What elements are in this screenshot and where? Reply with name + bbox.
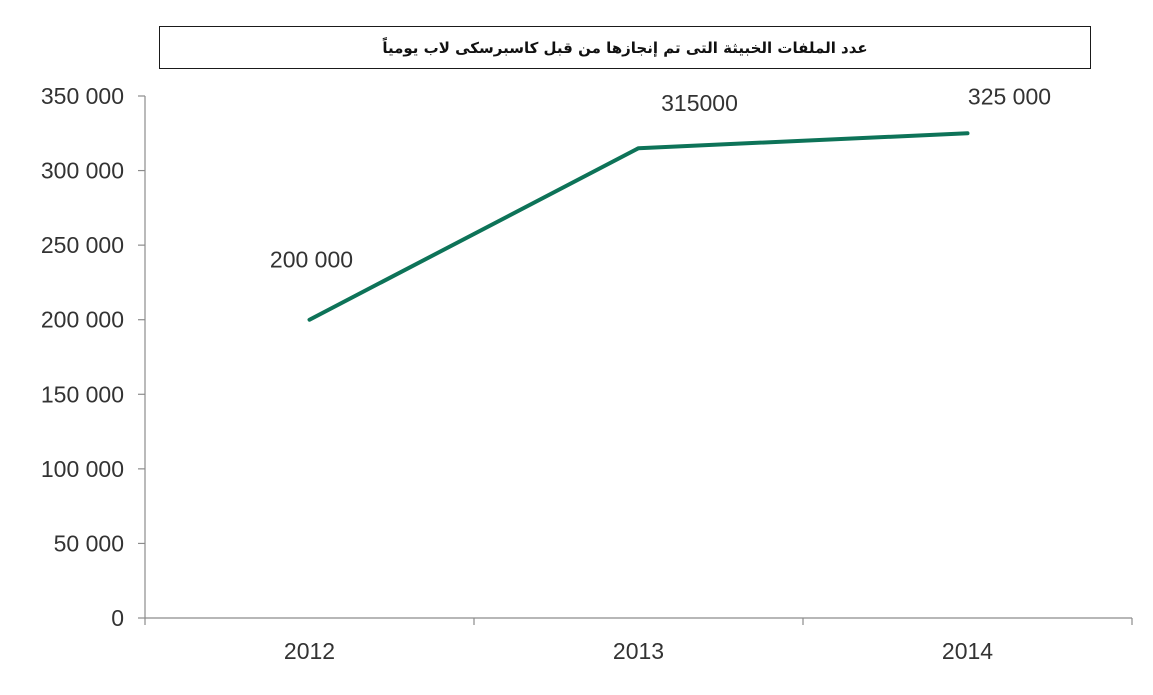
series-line — [307, 131, 970, 322]
y-tick-label: 200 000 — [41, 307, 124, 333]
x-tick-label: 2014 — [942, 638, 993, 664]
y-tick-label: 0 — [111, 605, 124, 631]
y-tick-label: 300 000 — [41, 158, 124, 184]
y-tick-label: 250 000 — [41, 232, 124, 258]
y-tick-label: 150 000 — [41, 381, 124, 407]
data-label: 200 000 — [270, 247, 353, 273]
x-tick-label: 2012 — [284, 638, 335, 664]
y-tick-label: 350 000 — [41, 83, 124, 109]
y-tick-label: 50 000 — [54, 530, 124, 556]
data-label: 325 000 — [968, 83, 1051, 109]
chart-title: عدد الملفات الخبيثة التى تم إنجازها من ق… — [159, 26, 1091, 69]
data-label: 315000 — [661, 90, 738, 116]
y-tick-label: 100 000 — [41, 456, 124, 482]
x-tick-label: 2013 — [613, 638, 664, 664]
